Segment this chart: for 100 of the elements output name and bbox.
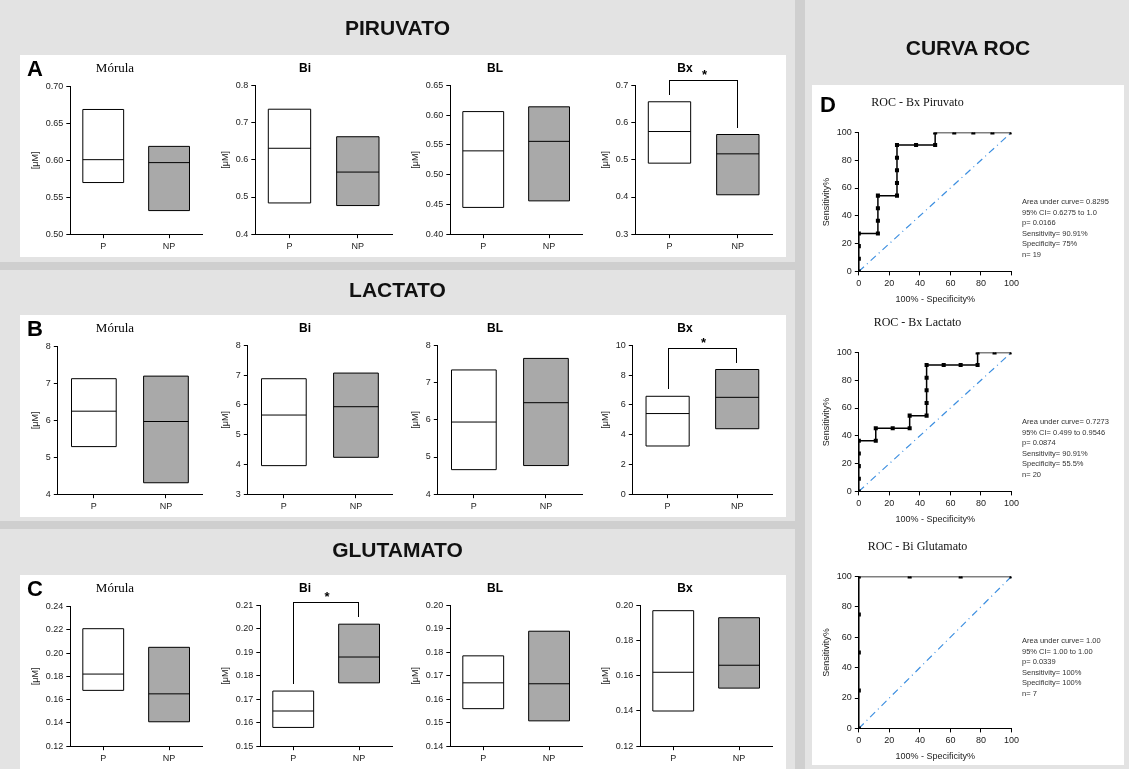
y-tick-label: 0.20 <box>615 599 634 610</box>
text: * <box>323 589 331 605</box>
x-tick-label: P <box>290 753 297 764</box>
x-axis-title: 100% - Specificity% <box>895 294 975 305</box>
chart-title: BL <box>487 580 503 595</box>
x-tick-label: NP <box>539 501 553 512</box>
y-tick-label: 0 <box>846 485 852 496</box>
text: PIRUVATO <box>344 16 451 40</box>
chart-title: Bi <box>299 60 311 75</box>
chart-title: Mórula <box>95 320 135 336</box>
y-tick-label: 10 <box>615 339 626 350</box>
y-tick-label: 0.17 <box>235 693 254 704</box>
y-tick-label: 0.14 <box>425 740 444 751</box>
point <box>975 363 980 368</box>
x-tick-label: P <box>666 241 673 252</box>
x-tick-label: P <box>100 241 107 252</box>
y-tick-label: 20 <box>841 692 852 703</box>
x-tick-label: 80 <box>975 498 986 509</box>
x-tick-label: P <box>480 241 487 252</box>
point <box>858 244 861 249</box>
y-tick-label: 0.5 <box>235 191 249 202</box>
point <box>894 143 900 148</box>
point <box>914 143 919 148</box>
point <box>873 438 878 443</box>
x-tick-label: 40 <box>914 735 925 746</box>
y-tick-label: 0.20 <box>235 623 254 634</box>
y-tick-label: 40 <box>841 210 852 221</box>
x-tick-label: 20 <box>884 278 895 289</box>
y-tick-label: 0.60 <box>45 154 64 165</box>
point <box>894 193 900 198</box>
point <box>924 375 929 380</box>
y-tick-label: 0.3 <box>615 228 629 239</box>
point <box>875 193 880 198</box>
y-tick-label: 40 <box>841 662 852 673</box>
y-tick-label: 100 <box>836 570 852 581</box>
point <box>933 143 938 148</box>
y-tick-label: 6 <box>45 414 51 425</box>
y-axis-title: [μM] <box>219 410 230 429</box>
y-tick-label: 0.4 <box>235 228 249 239</box>
chart-title: Mórula <box>95 580 135 596</box>
point <box>858 231 861 236</box>
point <box>875 206 880 211</box>
x-tick-label: 60 <box>945 735 956 746</box>
x-tick-label: P <box>664 501 671 512</box>
point <box>858 612 861 617</box>
chart-title: BL <box>487 60 503 75</box>
y-tick-label: 0.6 <box>235 154 249 165</box>
y-tick-label: 3 <box>235 488 241 499</box>
y-tick-label: 0.15 <box>425 717 444 728</box>
x-tick-label: 0 <box>856 278 862 289</box>
point <box>858 476 861 481</box>
y-tick-label: 0.20 <box>425 599 444 610</box>
point <box>875 218 880 223</box>
y-tick-label: 60 <box>841 631 852 642</box>
y-axis-title: [μM] <box>219 666 230 685</box>
annotation: * <box>699 334 708 350</box>
y-axis-title: [μM] <box>29 667 40 686</box>
y-tick-label: 0.7 <box>615 79 629 90</box>
y-axis-title: [μM] <box>599 150 610 169</box>
x-tick-label: NP <box>351 241 365 252</box>
y-tick-label: 4 <box>620 429 626 440</box>
chart-title: Mórula <box>95 60 135 76</box>
y-tick-label: 0.20 <box>45 647 64 658</box>
y-tick-label: 0.65 <box>45 117 64 128</box>
y-tick-label: 80 <box>841 601 852 612</box>
x-tick-label: 100 <box>1003 498 1020 509</box>
x-tick-label: NP <box>349 501 363 512</box>
y-tick-label: 8 <box>235 339 241 350</box>
y-tick-label: 0.5 <box>615 154 629 165</box>
y-tick-label: 0.18 <box>235 670 254 681</box>
y-tick-label: 0.55 <box>425 139 444 150</box>
text: * <box>700 66 709 82</box>
y-tick-label: 0.19 <box>235 646 254 657</box>
x-tick-label: 100 <box>1003 735 1020 746</box>
y-tick-label: 0.22 <box>45 624 64 635</box>
x-tick-label: NP <box>732 753 746 764</box>
y-tick-label: 0.7 <box>235 117 249 128</box>
y-tick-label: 0.18 <box>45 670 64 681</box>
x-tick-label: P <box>90 501 97 512</box>
y-tick-label: 80 <box>841 154 852 165</box>
point <box>894 155 900 160</box>
chart-title: ROC - Bx Piruvato <box>871 95 964 110</box>
y-tick-label: 5 <box>425 451 431 462</box>
y-tick-label: 60 <box>841 402 852 413</box>
y-tick-label: 6 <box>620 399 626 410</box>
y-tick-label: 20 <box>841 458 852 469</box>
point <box>858 256 861 261</box>
y-tick-label: 0.4 <box>615 191 629 202</box>
point <box>907 413 912 418</box>
y-tick-label: 7 <box>235 369 241 380</box>
y-axis-title: [μM] <box>409 666 420 685</box>
x-tick-label: NP <box>542 753 556 764</box>
y-tick-label: 0.14 <box>45 717 64 728</box>
y-tick-label: 5 <box>45 451 51 462</box>
y-tick-label: 0.16 <box>45 694 64 705</box>
y-axis-title: Sensitivity% <box>820 628 831 677</box>
y-tick-label: 0.40 <box>425 228 444 239</box>
text: LACTATO <box>348 278 447 302</box>
y-tick-label: 0.8 <box>235 79 249 90</box>
y-tick-label: 60 <box>841 182 852 193</box>
